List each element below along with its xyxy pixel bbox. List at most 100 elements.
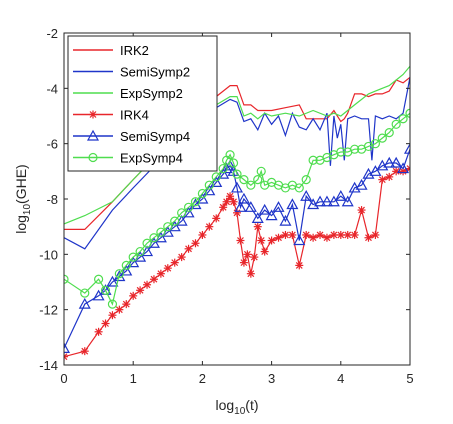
data-point [239,258,248,267]
data-point [377,133,387,143]
data-point [156,269,165,278]
data-point [253,175,263,185]
data-point [343,230,352,239]
data-point [226,192,235,201]
data-point [403,142,410,154]
x-tick-label: 4 [337,371,344,386]
data-point [92,289,105,301]
data-point [251,212,264,223]
data-point [405,108,410,118]
data-point [234,201,247,212]
x-axis-label-main: log [215,397,234,413]
data-point [341,195,354,207]
data-point [293,234,306,246]
data-point [135,246,145,257]
data-point [384,128,394,138]
data-point [196,192,209,204]
legend-label: IRK2 [120,43,149,58]
data-point [128,252,138,262]
data-point [308,155,318,165]
legend-marker [89,110,97,119]
data-point [183,202,194,212]
y-tick-label: -10 [39,247,58,262]
x-tick-label: 2 [199,371,206,386]
legend-label: ExpSymp4 [120,151,183,166]
data-point [107,299,118,309]
data-point [397,162,410,174]
data-point [163,264,172,273]
x-tick-label: 5 [406,371,413,386]
data-point [390,156,403,168]
data-point [300,189,313,201]
data-point [108,311,117,320]
data-point [205,222,214,231]
data-point [230,181,244,193]
data-point [229,197,238,206]
data-point [211,172,221,182]
data-point [267,236,276,245]
x-axis-label-suffix: (t) [245,397,258,413]
legend-label: SemiSymp4 [120,129,190,144]
data-point [327,195,340,207]
data-point [129,291,138,300]
data-point [149,275,158,284]
series-line [64,148,410,349]
y-axis-label: log10(GHE) [13,164,33,233]
data-point [220,162,233,174]
data-point [258,203,271,215]
data-point [198,230,207,239]
legend-label: SemiSymp2 [120,65,190,80]
data-point [246,269,255,278]
legend-item: ExpSymp2 [73,86,183,101]
data-point [302,230,311,239]
data-point [329,230,338,239]
data-point [369,165,382,176]
legend-item: IRK2 [73,43,149,58]
data-point [320,195,333,207]
data-point [120,264,133,276]
data-point [228,158,239,168]
data-point [336,230,345,239]
data-point [122,300,131,309]
data-point [309,233,318,242]
data-point [243,250,252,259]
data-point [64,274,69,284]
legend-label: IRK4 [120,108,149,123]
data-point [100,285,111,295]
series-layer [64,65,410,361]
x-tick-label: 3 [268,371,275,386]
data-point [184,244,193,253]
data-point [253,222,262,231]
y-tick-label: -2 [46,26,58,41]
legend-marker [88,152,98,163]
data-point [350,230,359,239]
data-point [334,189,347,201]
data-point [191,239,200,248]
data-point [316,230,325,239]
data-point [115,305,124,314]
data-point [142,238,152,248]
data-point [177,208,187,218]
data-point [64,352,68,361]
data-point [80,288,90,298]
series-line [64,112,410,306]
data-point [217,167,230,179]
data-point [250,253,259,262]
data-point [256,166,266,176]
data-point [378,175,387,184]
data-point [246,180,256,190]
data-point [197,188,207,199]
y-axis-label-suffix: (GHE) [13,164,29,204]
data-point [121,260,131,270]
data-point [279,214,292,226]
data-point [364,233,373,242]
data-point [355,178,368,190]
series-line [64,168,410,358]
data-point [224,159,237,171]
data-point [114,269,124,279]
data-point [236,236,245,245]
data-point [237,192,250,204]
legend: IRK2 SemiSymp2 ExpSymp2 IRK4 SemiSymp4 ExpSym… [67,35,218,172]
y-tick-label: -12 [39,303,58,318]
